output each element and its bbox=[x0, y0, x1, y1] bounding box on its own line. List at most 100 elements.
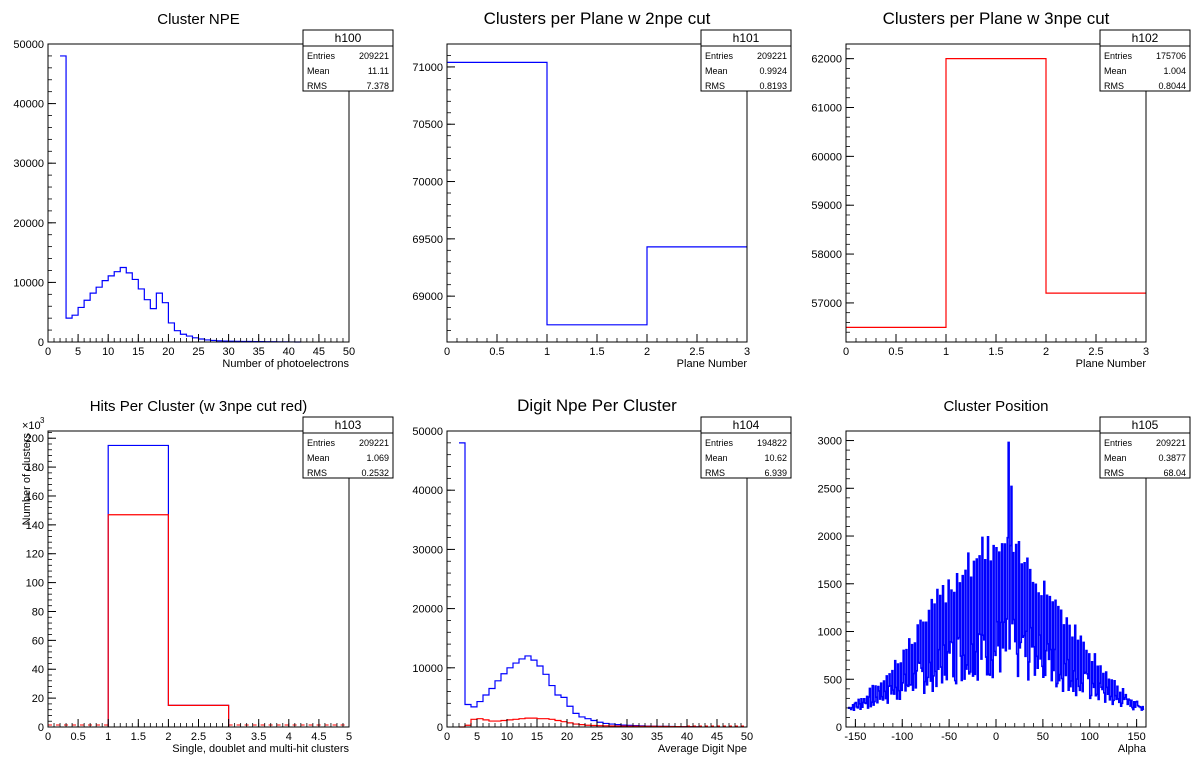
x-tick-label: 35 bbox=[651, 731, 663, 743]
chart-title: Cluster NPE bbox=[157, 11, 240, 28]
stats-row-value: 68.04 bbox=[1163, 468, 1186, 478]
stats-row-label: RMS bbox=[705, 81, 725, 91]
x-tick-label: 2 bbox=[1043, 346, 1049, 358]
stats-row-value: 209221 bbox=[359, 438, 389, 448]
stats-row-value: 209221 bbox=[359, 51, 389, 61]
y-tick-label: 3000 bbox=[818, 436, 842, 448]
x-tick-label: 15 bbox=[531, 731, 543, 743]
x-tick-label: 4.5 bbox=[311, 731, 326, 743]
stats-row-label: Entries bbox=[705, 438, 734, 448]
stats-row-value: 0.3877 bbox=[1158, 453, 1186, 463]
x-tick-label: 20 bbox=[162, 346, 174, 358]
stats-box-name: h100 bbox=[335, 31, 362, 45]
x-tick-label: 3 bbox=[1143, 346, 1149, 358]
x-tick-label: 5 bbox=[474, 731, 480, 743]
pad-h105: Cluster Position-150 -100 -50 0 50 100 1500500… bbox=[818, 398, 1191, 755]
x-tick-label: 100 bbox=[1081, 731, 1099, 743]
y-exponent-power: 3 bbox=[40, 416, 45, 425]
y-tick-label: 180 bbox=[26, 462, 44, 474]
y-tick-label: 60000 bbox=[811, 151, 842, 163]
x-tick-label: 1.5 bbox=[589, 346, 604, 358]
y-tick-label: 0 bbox=[38, 337, 44, 349]
x-tick-label: 0.5 bbox=[888, 346, 903, 358]
stats-box-name: h102 bbox=[1132, 31, 1159, 45]
pad-h101: Clusters per Plane w 2npe cut 0 0.5 1 1.5 2 2.… bbox=[412, 9, 792, 370]
stats-row-value: 0.8044 bbox=[1158, 81, 1186, 91]
stats-row-value: 209221 bbox=[757, 51, 787, 61]
stats-box: h100 Entries 209221 Mean 11.11 RMS 7.378 bbox=[302, 29, 394, 92]
x-tick-label: 5 bbox=[346, 731, 352, 743]
histogram-series-h103-1 bbox=[107, 514, 230, 727]
x-tick-label: 15 bbox=[132, 346, 144, 358]
x-tick-label: 3 bbox=[226, 731, 232, 743]
x-tick-label: 1 bbox=[943, 346, 949, 358]
histogram-series-h102-0 bbox=[846, 58, 1146, 328]
stats-box-name: h104 bbox=[733, 418, 760, 432]
x-tick-label: 0 bbox=[993, 731, 999, 743]
stats-row-value: 194822 bbox=[757, 438, 787, 448]
y-tick-label: 69000 bbox=[412, 291, 443, 303]
y-tick-label: 61000 bbox=[811, 103, 842, 115]
y-tick-label: 200 bbox=[26, 433, 44, 445]
x-tick-label: 45 bbox=[313, 346, 325, 358]
y-tick-label: 50000 bbox=[13, 39, 44, 51]
x-tick-label: -100 bbox=[891, 731, 913, 743]
y-tick-label: 70500 bbox=[412, 119, 443, 131]
stats-box: h102 Entries 175706 Mean 1.004 RMS 0.8044 bbox=[1099, 29, 1191, 92]
y-tick-label: 50000 bbox=[412, 426, 443, 438]
y-tick-label: 20000 bbox=[412, 604, 443, 616]
histogram-series-h105-0 bbox=[847, 441, 1145, 712]
x-tick-label: 5 bbox=[75, 346, 81, 358]
stats-box: h101 Entries 209221 Mean 0.9924 RMS 0.8193 bbox=[700, 29, 792, 92]
x-tick-label: 1.5 bbox=[988, 346, 1003, 358]
stats-row-value: 1.004 bbox=[1163, 66, 1186, 76]
stats-row-value: 10.62 bbox=[764, 453, 787, 463]
x-tick-label: 1 bbox=[105, 731, 111, 743]
pad-h102: Clusters per Plane w 3npe cut 0 0.5 1 1.5 2 2.… bbox=[811, 9, 1191, 370]
x-tick-label: 1.5 bbox=[131, 731, 146, 743]
stats-row-label: RMS bbox=[1104, 468, 1124, 478]
x-axis-label: Average Digit Npe bbox=[658, 743, 747, 755]
y-tick-label: 120 bbox=[26, 549, 44, 561]
stats-row-label: Mean bbox=[1104, 453, 1127, 463]
stats-box-name: h103 bbox=[335, 418, 362, 432]
x-tick-label: 2.5 bbox=[191, 731, 206, 743]
y-tick-label: 0 bbox=[38, 722, 44, 734]
y-tick-label: 20 bbox=[32, 693, 44, 705]
x-tick-label: 40 bbox=[681, 731, 693, 743]
y-tick-label: 2000 bbox=[818, 531, 842, 543]
x-tick-label: 35 bbox=[253, 346, 265, 358]
chart-title: Cluster Position bbox=[943, 398, 1048, 415]
y-tick-label: 40 bbox=[32, 664, 44, 676]
stats-row-value: 1.069 bbox=[366, 453, 389, 463]
stats-box-frame bbox=[302, 416, 394, 479]
stats-box-name: h101 bbox=[733, 31, 760, 45]
x-tick-label: 25 bbox=[192, 346, 204, 358]
y-tick-label: 30000 bbox=[13, 158, 44, 170]
stats-box: h103 Entries 209221 Mean 1.069 RMS 0.2532 bbox=[302, 416, 394, 479]
y-tick-label: 1000 bbox=[818, 627, 842, 639]
x-tick-label: 2.5 bbox=[689, 346, 704, 358]
stats-box: h105 Entries 209221 Mean 0.3877 RMS 68.04 bbox=[1099, 416, 1191, 479]
stats-row-label: Entries bbox=[1104, 438, 1133, 448]
x-tick-label: 2 bbox=[165, 731, 171, 743]
x-tick-label: -150 bbox=[844, 731, 866, 743]
y-tick-label: 10000 bbox=[412, 663, 443, 675]
y-tick-label: 0 bbox=[437, 722, 443, 734]
x-tick-label: 0 bbox=[45, 346, 51, 358]
stats-box-frame bbox=[1099, 416, 1191, 479]
chart-title: Clusters per Plane w 2npe cut bbox=[484, 9, 711, 28]
x-tick-label: 50 bbox=[343, 346, 355, 358]
y-tick-label: 30000 bbox=[412, 544, 443, 556]
stats-box-name: h105 bbox=[1132, 418, 1159, 432]
y-tick-label: 10000 bbox=[13, 277, 44, 289]
y-tick-label: 40000 bbox=[13, 99, 44, 111]
stats-box-frame bbox=[700, 416, 792, 479]
y-tick-label: 57000 bbox=[811, 298, 842, 310]
stats-row-label: Mean bbox=[307, 453, 330, 463]
x-tick-label: 3.5 bbox=[251, 731, 266, 743]
x-tick-label: 45 bbox=[711, 731, 723, 743]
x-tick-label: 150 bbox=[1127, 731, 1145, 743]
pad-h103: Hits Per Cluster (w 3npe cut red) 0 0.5 1 1.… bbox=[21, 398, 394, 755]
x-tick-label: 50 bbox=[741, 731, 753, 743]
